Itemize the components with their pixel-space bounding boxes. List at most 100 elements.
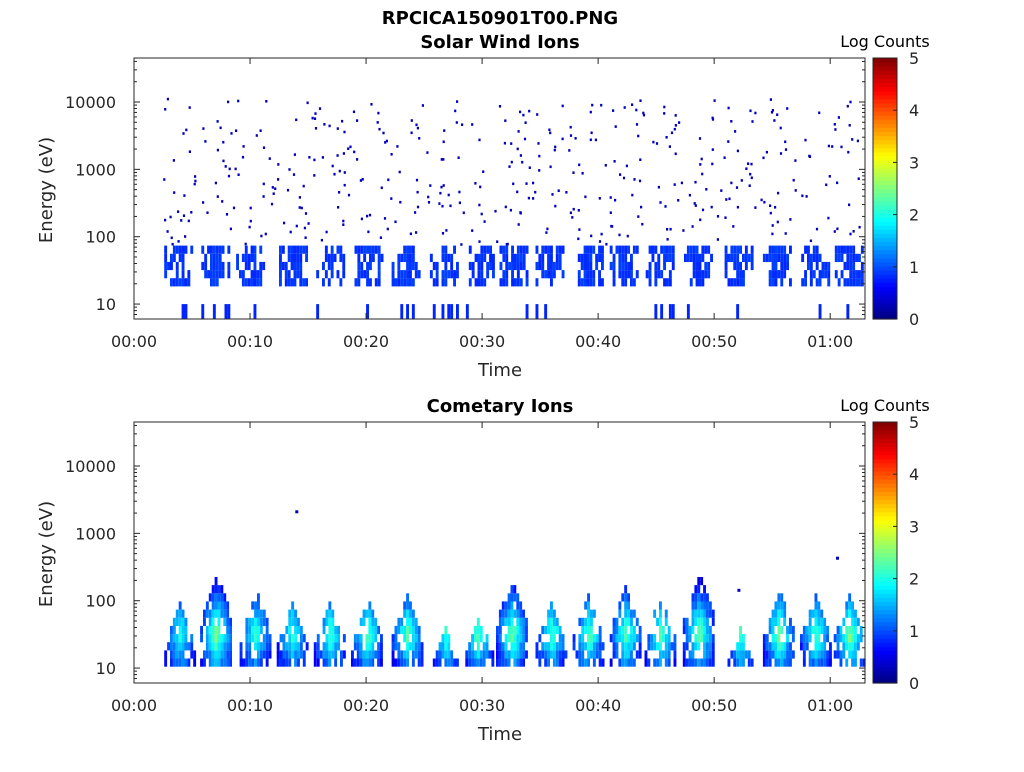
heatmap-cell — [537, 142, 540, 145]
heatmap-cell — [783, 658, 787, 667]
heatmap-cell — [291, 609, 295, 618]
heatmap-cell — [411, 278, 415, 287]
ylabel-cometary: Energy (eV) — [36, 501, 57, 607]
heatmap-cell — [541, 261, 545, 271]
heatmap-cell — [462, 211, 465, 215]
heatmap-cell — [552, 634, 556, 643]
heatmap-cell — [736, 245, 740, 254]
heatmap-cell — [651, 253, 655, 262]
heatmap-cell — [429, 253, 433, 262]
heatmap-cell — [479, 634, 483, 643]
heatmap-cell — [621, 261, 625, 271]
heatmap-cell — [578, 642, 582, 651]
heatmap-cell — [505, 245, 509, 254]
heatmap-cell — [406, 245, 409, 254]
heatmap-cell — [735, 186, 739, 189]
heatmap-cell — [698, 278, 702, 287]
heatmap-cell — [441, 245, 445, 254]
heatmap-cell — [618, 634, 622, 643]
heatmap-cell — [703, 593, 706, 602]
heatmap-cell — [324, 245, 328, 254]
x-tick-label: 00:00 — [111, 332, 157, 351]
heatmap-cell — [302, 634, 306, 643]
heatmap-cell — [501, 650, 505, 659]
heatmap-cell — [814, 658, 818, 667]
heatmap-cell — [545, 231, 548, 234]
heatmap-cell — [845, 634, 849, 643]
heatmap-cell — [591, 103, 594, 107]
heatmap-cell — [660, 245, 664, 254]
heatmap-cell — [587, 642, 590, 651]
heatmap-cell — [365, 658, 369, 667]
heatmap-cell — [777, 609, 781, 618]
heatmap-cell — [849, 253, 853, 262]
heatmap-cell — [291, 617, 295, 626]
heatmap-cell — [164, 650, 168, 659]
heatmap-cell — [578, 658, 582, 667]
heatmap-cell — [645, 270, 649, 279]
heatmap-cell — [638, 179, 642, 183]
heatmap-cell — [172, 159, 175, 162]
heatmap-cell — [703, 658, 706, 667]
heatmap-cell — [435, 261, 439, 271]
heatmap-cell — [244, 242, 247, 246]
heatmap-cell — [720, 189, 723, 192]
heatmap-cell — [750, 658, 754, 667]
heatmap-cell — [211, 585, 215, 594]
heatmap-cell — [507, 593, 511, 602]
heatmap-cell — [750, 261, 754, 271]
heatmap-cell — [814, 593, 818, 602]
heatmap-cell — [589, 253, 593, 262]
heatmap-cell — [294, 642, 297, 651]
heatmap-cell — [814, 634, 818, 643]
heatmap-cell — [444, 253, 448, 262]
heatmap-cell — [776, 220, 779, 224]
heatmap-cell — [584, 658, 588, 667]
heatmap-cell — [598, 625, 602, 635]
heatmap-cell — [502, 245, 506, 254]
heatmap-cell — [547, 261, 550, 271]
heatmap-cell — [184, 235, 187, 238]
heatmap-cell — [331, 650, 335, 659]
heatmap-cell — [802, 650, 806, 659]
heatmap-cell — [657, 261, 661, 271]
heatmap-cell — [356, 119, 359, 122]
heatmap-cell — [214, 634, 218, 643]
heatmap-cell — [362, 617, 366, 626]
heatmap-cell — [619, 173, 622, 176]
heatmap-cell — [700, 577, 704, 586]
heatmap-cell — [776, 113, 779, 116]
heatmap-cell — [809, 270, 813, 279]
heatmap-cell — [768, 658, 772, 667]
heatmap-cell — [356, 642, 360, 651]
heatmap-cell — [789, 278, 792, 287]
heatmap-cell — [400, 658, 404, 667]
heatmap-cell — [849, 232, 852, 236]
heatmap-cell — [666, 228, 669, 231]
heatmap-cell — [580, 253, 584, 262]
heatmap-cell — [297, 650, 300, 659]
heatmap-cell — [682, 642, 686, 651]
heatmap-cell — [808, 625, 812, 635]
heatmap-cell — [558, 650, 562, 659]
heatmap-cell — [432, 658, 436, 667]
heatmap-cell — [842, 642, 846, 651]
heatmap-cell — [368, 609, 372, 618]
colorbar-swatch — [873, 229, 897, 234]
heatmap-cell — [525, 245, 529, 254]
heatmap-cell — [522, 113, 525, 117]
heatmap-cell — [441, 232, 445, 235]
heatmap-cell — [457, 156, 460, 159]
heatmap-cell — [598, 270, 601, 279]
heatmap-cell — [541, 650, 545, 659]
heatmap-cell — [516, 278, 520, 287]
heatmap-cell — [745, 167, 748, 170]
heatmap-cell — [368, 650, 372, 659]
heatmap-cell — [498, 634, 502, 643]
heatmap-cell — [331, 617, 335, 626]
heatmap-cell — [802, 642, 806, 651]
colorbar-swatch — [873, 237, 897, 243]
heatmap-cell — [175, 650, 179, 659]
heatmap-cell — [406, 625, 409, 635]
colorbar-tick-label: 5 — [909, 413, 919, 432]
